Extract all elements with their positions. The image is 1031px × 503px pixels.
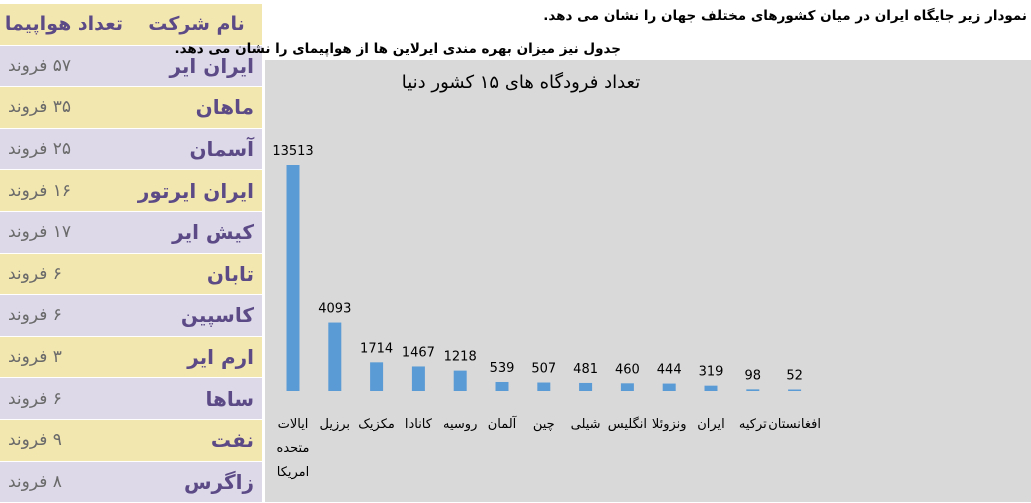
table-row: ایران ایرتور ۱۶ فروند	[0, 169, 262, 212]
category-label: برزیل	[320, 417, 351, 432]
table-row: ارم ایر ۳ فروند	[0, 336, 262, 379]
chart-bar	[788, 389, 802, 391]
category-label: روسیه	[443, 417, 477, 432]
category-label: کانادا	[405, 417, 433, 432]
chart-bar	[328, 322, 342, 391]
table-description-caption: جدول نیز میزان بهره مندی ایرلاین ها از ه…	[174, 41, 621, 57]
bar-value-label: 13513	[272, 144, 313, 159]
aircraft-count-cell: ۶ فروند	[0, 294, 131, 337]
category-label: انگلیس	[608, 416, 647, 432]
aircraft-count-cell: ۸ فروند	[0, 461, 131, 503]
aircraft-count-cell: ۶ فروند	[0, 253, 131, 296]
category-label: ایالات متحده امریکا	[277, 417, 310, 480]
chart-title: تعداد فرودگاه های ۱۵ کشور دنیا	[402, 71, 640, 93]
chart-bar	[704, 385, 718, 391]
table-row: ایران ایر ۵۷ فروند	[0, 45, 262, 88]
category-label: ونزوئلا	[652, 417, 687, 432]
header-company-name: نام شرکت	[131, 4, 262, 46]
category-label: ایران	[697, 417, 725, 432]
bar-value-label: 1467	[402, 345, 435, 360]
table-row: کاسپین ۶ فروند	[0, 294, 262, 337]
bar-value-label: 539	[490, 361, 515, 376]
aircraft-count-cell: ۱۷ فروند	[0, 211, 131, 254]
bar-value-label: 1218	[444, 350, 477, 365]
chart-bar	[579, 382, 593, 391]
aircraft-count-cell: ۳ فروند	[0, 336, 131, 379]
category-label: ترکیه	[739, 417, 767, 432]
bar-value-label: 507	[531, 362, 556, 377]
category-label: مکزیک	[358, 417, 395, 432]
table-row: نفت ۹ فروند	[0, 419, 262, 462]
airline-name-cell: کاسپین	[131, 294, 262, 337]
chart-canvas: تعداد فرودگاه های ۱۵ کشور دنیا 13513 ایالا…	[272, 71, 821, 480]
airline-name-cell: نفت	[131, 419, 262, 462]
chart-bar	[620, 383, 634, 391]
aircraft-count-cell: ۵۷ فروند	[0, 45, 131, 88]
bar-value-label: 319	[699, 365, 724, 380]
aircraft-count-cell: ۹ فروند	[0, 419, 131, 462]
table-row: آسمان ۲۵ فروند	[0, 128, 262, 171]
aircraft-count-cell: ۶ فروند	[0, 377, 131, 420]
chart-bar	[746, 389, 760, 391]
table-row: کیش ایر ۱۷ فروند	[0, 211, 262, 254]
bar-value-label: 52	[786, 369, 803, 384]
table-row: زاگرس ۸ فروند	[0, 461, 262, 503]
aircraft-count-cell: ۲۵ فروند	[0, 128, 131, 171]
chart-bar	[286, 165, 300, 391]
bar-value-label: 1714	[360, 341, 393, 356]
chart-bar	[662, 383, 676, 391]
chart-bar	[370, 362, 384, 391]
category-label: آلمان	[488, 415, 518, 432]
table-header-row: نام شرکت تعداد هواپیما	[0, 4, 262, 46]
aircraft-count-cell: ۱۶ فروند	[0, 169, 131, 212]
bar-value-label: 444	[657, 363, 682, 378]
airline-name-cell: کیش ایر	[131, 211, 262, 254]
chart-bar	[411, 366, 425, 391]
airline-name-cell: ماهان	[131, 86, 262, 129]
airline-name-cell: آسمان	[131, 128, 262, 171]
airline-name-cell: ساها	[131, 377, 262, 420]
airports-bar-chart: تعداد فرودگاه های ۱۵ کشور دنیا 13513 ایالا…	[265, 60, 1031, 502]
bar-value-label: 98	[745, 368, 762, 383]
category-label: افغانستان	[768, 417, 821, 432]
airline-name-cell: تابان	[131, 253, 262, 296]
header-aircraft-count: تعداد هواپیما	[0, 4, 131, 46]
table-row: تابان ۶ فروند	[0, 253, 262, 296]
airline-name-cell: ایران ایر	[131, 45, 262, 88]
aircraft-count-cell: ۳۵ فروند	[0, 86, 131, 129]
chart-bar	[537, 382, 551, 391]
airline-name-cell: ایران ایرتور	[131, 169, 262, 212]
table-row: ساها ۶ فروند	[0, 377, 262, 420]
airline-name-cell: ارم ایر	[131, 336, 262, 379]
chart-description-caption: نمودار زیر جایگاه ایران در میان کشورهای …	[543, 8, 1027, 24]
category-label: چین	[533, 417, 555, 432]
airline-fleet-table: نام شرکت تعداد هواپیما ایران ایر ۵۷ فروند…	[0, 4, 262, 503]
bar-value-label: 4093	[318, 302, 351, 317]
bar-value-label: 481	[573, 362, 598, 377]
bar-value-label: 460	[615, 362, 640, 377]
chart-bar	[453, 370, 467, 391]
chart-bar	[495, 381, 509, 391]
category-label: شیلی	[571, 417, 601, 432]
airline-name-cell: زاگرس	[131, 461, 262, 503]
table-row: ماهان ۳۵ فروند	[0, 86, 262, 129]
